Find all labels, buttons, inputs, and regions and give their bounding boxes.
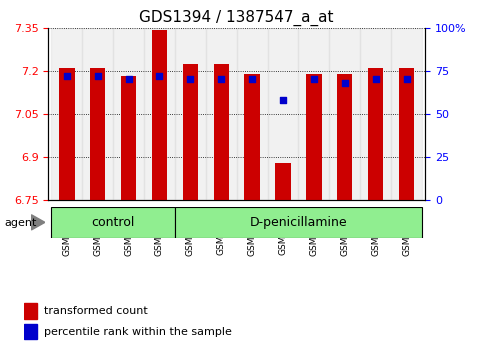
Bar	[360, 28, 391, 200]
Bar	[175, 28, 206, 200]
Bar	[298, 28, 329, 200]
Polygon shape	[31, 215, 45, 230]
Point	[279, 97, 287, 103]
Point	[248, 77, 256, 82]
Bar	[82, 28, 113, 200]
Bar	[24, 303, 37, 319]
Bar	[51, 207, 175, 238]
Bar	[213, 63, 229, 200]
Bar	[152, 30, 167, 200]
Text: control: control	[91, 216, 135, 229]
Bar	[275, 163, 291, 200]
Bar	[90, 68, 105, 200]
Point	[125, 77, 132, 82]
Point	[186, 77, 194, 82]
Bar	[237, 28, 268, 200]
Bar	[306, 73, 322, 200]
Bar	[244, 73, 260, 200]
Point	[310, 77, 318, 82]
Bar	[51, 28, 82, 200]
Bar	[24, 324, 37, 339]
Bar	[183, 63, 198, 200]
Text: transformed count: transformed count	[44, 306, 147, 316]
Point	[156, 73, 163, 79]
Bar	[329, 28, 360, 200]
Title: GDS1394 / 1387547_a_at: GDS1394 / 1387547_a_at	[140, 10, 334, 26]
Text: agent: agent	[5, 218, 37, 227]
Bar	[144, 28, 175, 200]
Bar	[59, 68, 74, 200]
Bar	[391, 28, 422, 200]
Bar	[368, 68, 384, 200]
Point	[94, 73, 101, 79]
Point	[403, 77, 411, 82]
Point	[63, 73, 71, 79]
Point	[341, 80, 349, 86]
Bar	[121, 77, 136, 200]
Bar	[113, 28, 144, 200]
Text: D-penicillamine: D-penicillamine	[250, 216, 347, 229]
Bar	[268, 28, 298, 200]
Point	[372, 77, 380, 82]
Bar	[399, 68, 414, 200]
Bar	[337, 73, 353, 200]
Bar	[175, 207, 422, 238]
Bar	[206, 28, 237, 200]
Point	[217, 77, 225, 82]
Text: percentile rank within the sample: percentile rank within the sample	[44, 327, 231, 337]
